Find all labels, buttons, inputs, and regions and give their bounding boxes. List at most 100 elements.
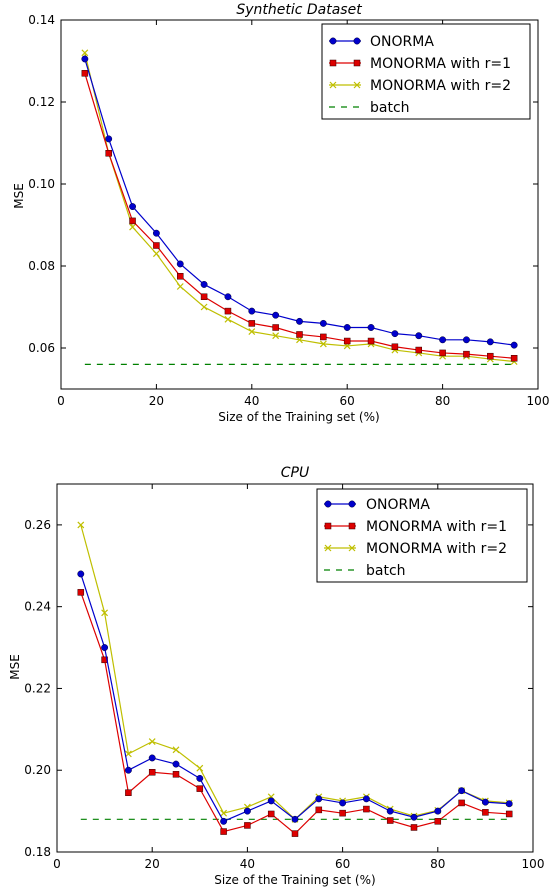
data-point-monorma-with-r-1 — [510, 355, 518, 362]
legend-marker-onorma — [353, 37, 361, 45]
data-point-monorma-with-r-2 — [176, 283, 184, 290]
plot-area — [77, 521, 513, 837]
legend-entry-batch: batch — [324, 563, 406, 579]
y-axis-label: MSE — [8, 654, 22, 680]
x-tick-label: 20 — [149, 394, 164, 408]
data-point-monorma-with-r-2 — [124, 750, 132, 758]
legend-marker-monorma-r1 — [324, 522, 332, 530]
data-point-onorma — [486, 338, 494, 346]
legend-marker-monorma-r2 — [324, 544, 332, 552]
data-point-monorma-with-r-1 — [343, 337, 351, 345]
data-point-onorma — [362, 795, 370, 803]
data-point-monorma-with-r-1 — [77, 589, 85, 596]
data-point-onorma — [148, 754, 156, 762]
legend-entry-monorma-r1: MONORMA with r=1 — [324, 519, 507, 535]
data-point-onorma — [481, 798, 489, 806]
y-tick-label: 0.14 — [28, 13, 55, 27]
x-tick-label: 60 — [340, 394, 355, 408]
y-tick-label: 0.10 — [28, 177, 55, 191]
data-point-onorma — [124, 766, 132, 774]
legend-label-monorma-r2: MONORMA with r=2 — [366, 541, 507, 557]
x-tick-label: 40 — [240, 857, 255, 871]
data-point-monorma-with-r-2 — [200, 303, 208, 311]
y-tick-label: 0.08 — [28, 259, 55, 273]
data-point-onorma — [176, 260, 184, 268]
data-point-onorma — [291, 815, 299, 823]
data-point-onorma — [510, 341, 518, 349]
data-point-monorma-with-r-1 — [482, 809, 489, 816]
axis-ticks: 0 20 40 60 80 100 0.18 0.20 0.22 0.24 0.26 — [24, 484, 544, 871]
data-point-monorma-with-r-1 — [296, 331, 303, 338]
data-point-onorma — [196, 774, 204, 782]
data-point-onorma — [267, 797, 275, 805]
x-tick-label: 80 — [430, 857, 445, 871]
y-tick-label: 0.22 — [24, 681, 51, 695]
data-point-monorma-with-r-1 — [339, 809, 346, 817]
data-point-monorma-with-r-1 — [505, 810, 513, 818]
legend-marker-monorma-r2 — [348, 544, 356, 552]
data-point-onorma — [200, 281, 208, 288]
data-point-onorma — [439, 336, 447, 344]
y-tick-label: 0.12 — [28, 95, 55, 109]
x-tick-label: 60 — [335, 857, 350, 871]
data-point-monorma-with-r-2 — [101, 609, 109, 617]
legend-entry-onorma: ONORMA — [329, 34, 434, 50]
data-point-onorma — [463, 336, 470, 344]
legend-marker-onorma — [348, 500, 356, 508]
data-point-onorma — [243, 807, 251, 815]
plot-area — [81, 49, 518, 365]
legend-entry-batch: batch — [329, 100, 410, 116]
data-point-monorma-with-r-1 — [391, 343, 399, 351]
data-point-onorma — [339, 799, 347, 807]
data-point-onorma — [319, 319, 327, 327]
data-point-monorma-with-r-2 — [148, 738, 156, 746]
legend-entry-monorma-r2: MONORMA with r=2 — [324, 541, 507, 557]
x-tick-label: 40 — [244, 394, 259, 408]
legend-marker-monorma-r1 — [329, 59, 337, 67]
legend-entry-onorma: ONORMA — [324, 497, 430, 513]
data-point-monorma-with-r-1 — [315, 806, 323, 814]
data-point-onorma — [172, 760, 180, 768]
x-axis-label: Size of the Training set (%) — [214, 873, 375, 887]
data-point-monorma-with-r-1 — [439, 349, 446, 357]
data-point-monorma-with-r-1 — [320, 333, 327, 341]
x-axis-label: Size of the Training set (%) — [218, 410, 379, 424]
data-point-onorma — [415, 332, 423, 340]
chart-cpu: CPU Size of the Training set (%) MSE 0 20… — [8, 465, 544, 887]
y-tick-label: 0.24 — [24, 600, 51, 614]
chart-title: Synthetic Dataset — [236, 2, 362, 18]
x-tick-label: 100 — [527, 394, 549, 408]
data-point-onorma — [391, 330, 399, 338]
legend-marker-onorma — [324, 500, 332, 508]
data-point-onorma — [434, 807, 442, 815]
chart-title: CPU — [281, 465, 309, 481]
data-point-monorma-with-r-1 — [148, 769, 156, 776]
data-point-monorma-with-r-1 — [386, 817, 394, 824]
data-point-monorma-with-r-1 — [291, 830, 299, 837]
data-point-monorma-with-r-1 — [172, 771, 180, 778]
data-point-monorma-with-r-2 — [81, 49, 89, 57]
y-tick-label: 0.20 — [24, 763, 51, 777]
data-point-onorma — [315, 795, 323, 803]
data-point-monorma-with-r-1 — [81, 70, 89, 77]
x-tick-label: 0 — [53, 857, 61, 871]
legend-label-batch: batch — [370, 100, 410, 116]
data-point-monorma-with-r-1 — [410, 824, 418, 831]
data-point-onorma — [152, 229, 160, 237]
legend-marker-monorma-r1 — [353, 59, 361, 67]
legend: ONORMA MONORMA with r=1 MONORMA with r=2… — [321, 23, 531, 120]
data-point-onorma — [458, 787, 466, 795]
data-point-onorma — [129, 203, 137, 211]
data-point-onorma — [101, 644, 109, 652]
data-point-onorma — [367, 324, 375, 331]
data-point-monorma-with-r-1 — [415, 346, 422, 354]
y-tick-label: 0.26 — [24, 518, 51, 532]
data-point-monorma-with-r-1 — [248, 320, 256, 327]
data-point-monorma-with-r-1 — [458, 799, 465, 807]
data-point-monorma-with-r-2 — [172, 746, 180, 754]
data-point-monorma-with-r-1 — [129, 217, 136, 225]
x-tick-label: 0 — [57, 394, 65, 408]
data-point-monorma-with-r-1 — [224, 307, 232, 315]
